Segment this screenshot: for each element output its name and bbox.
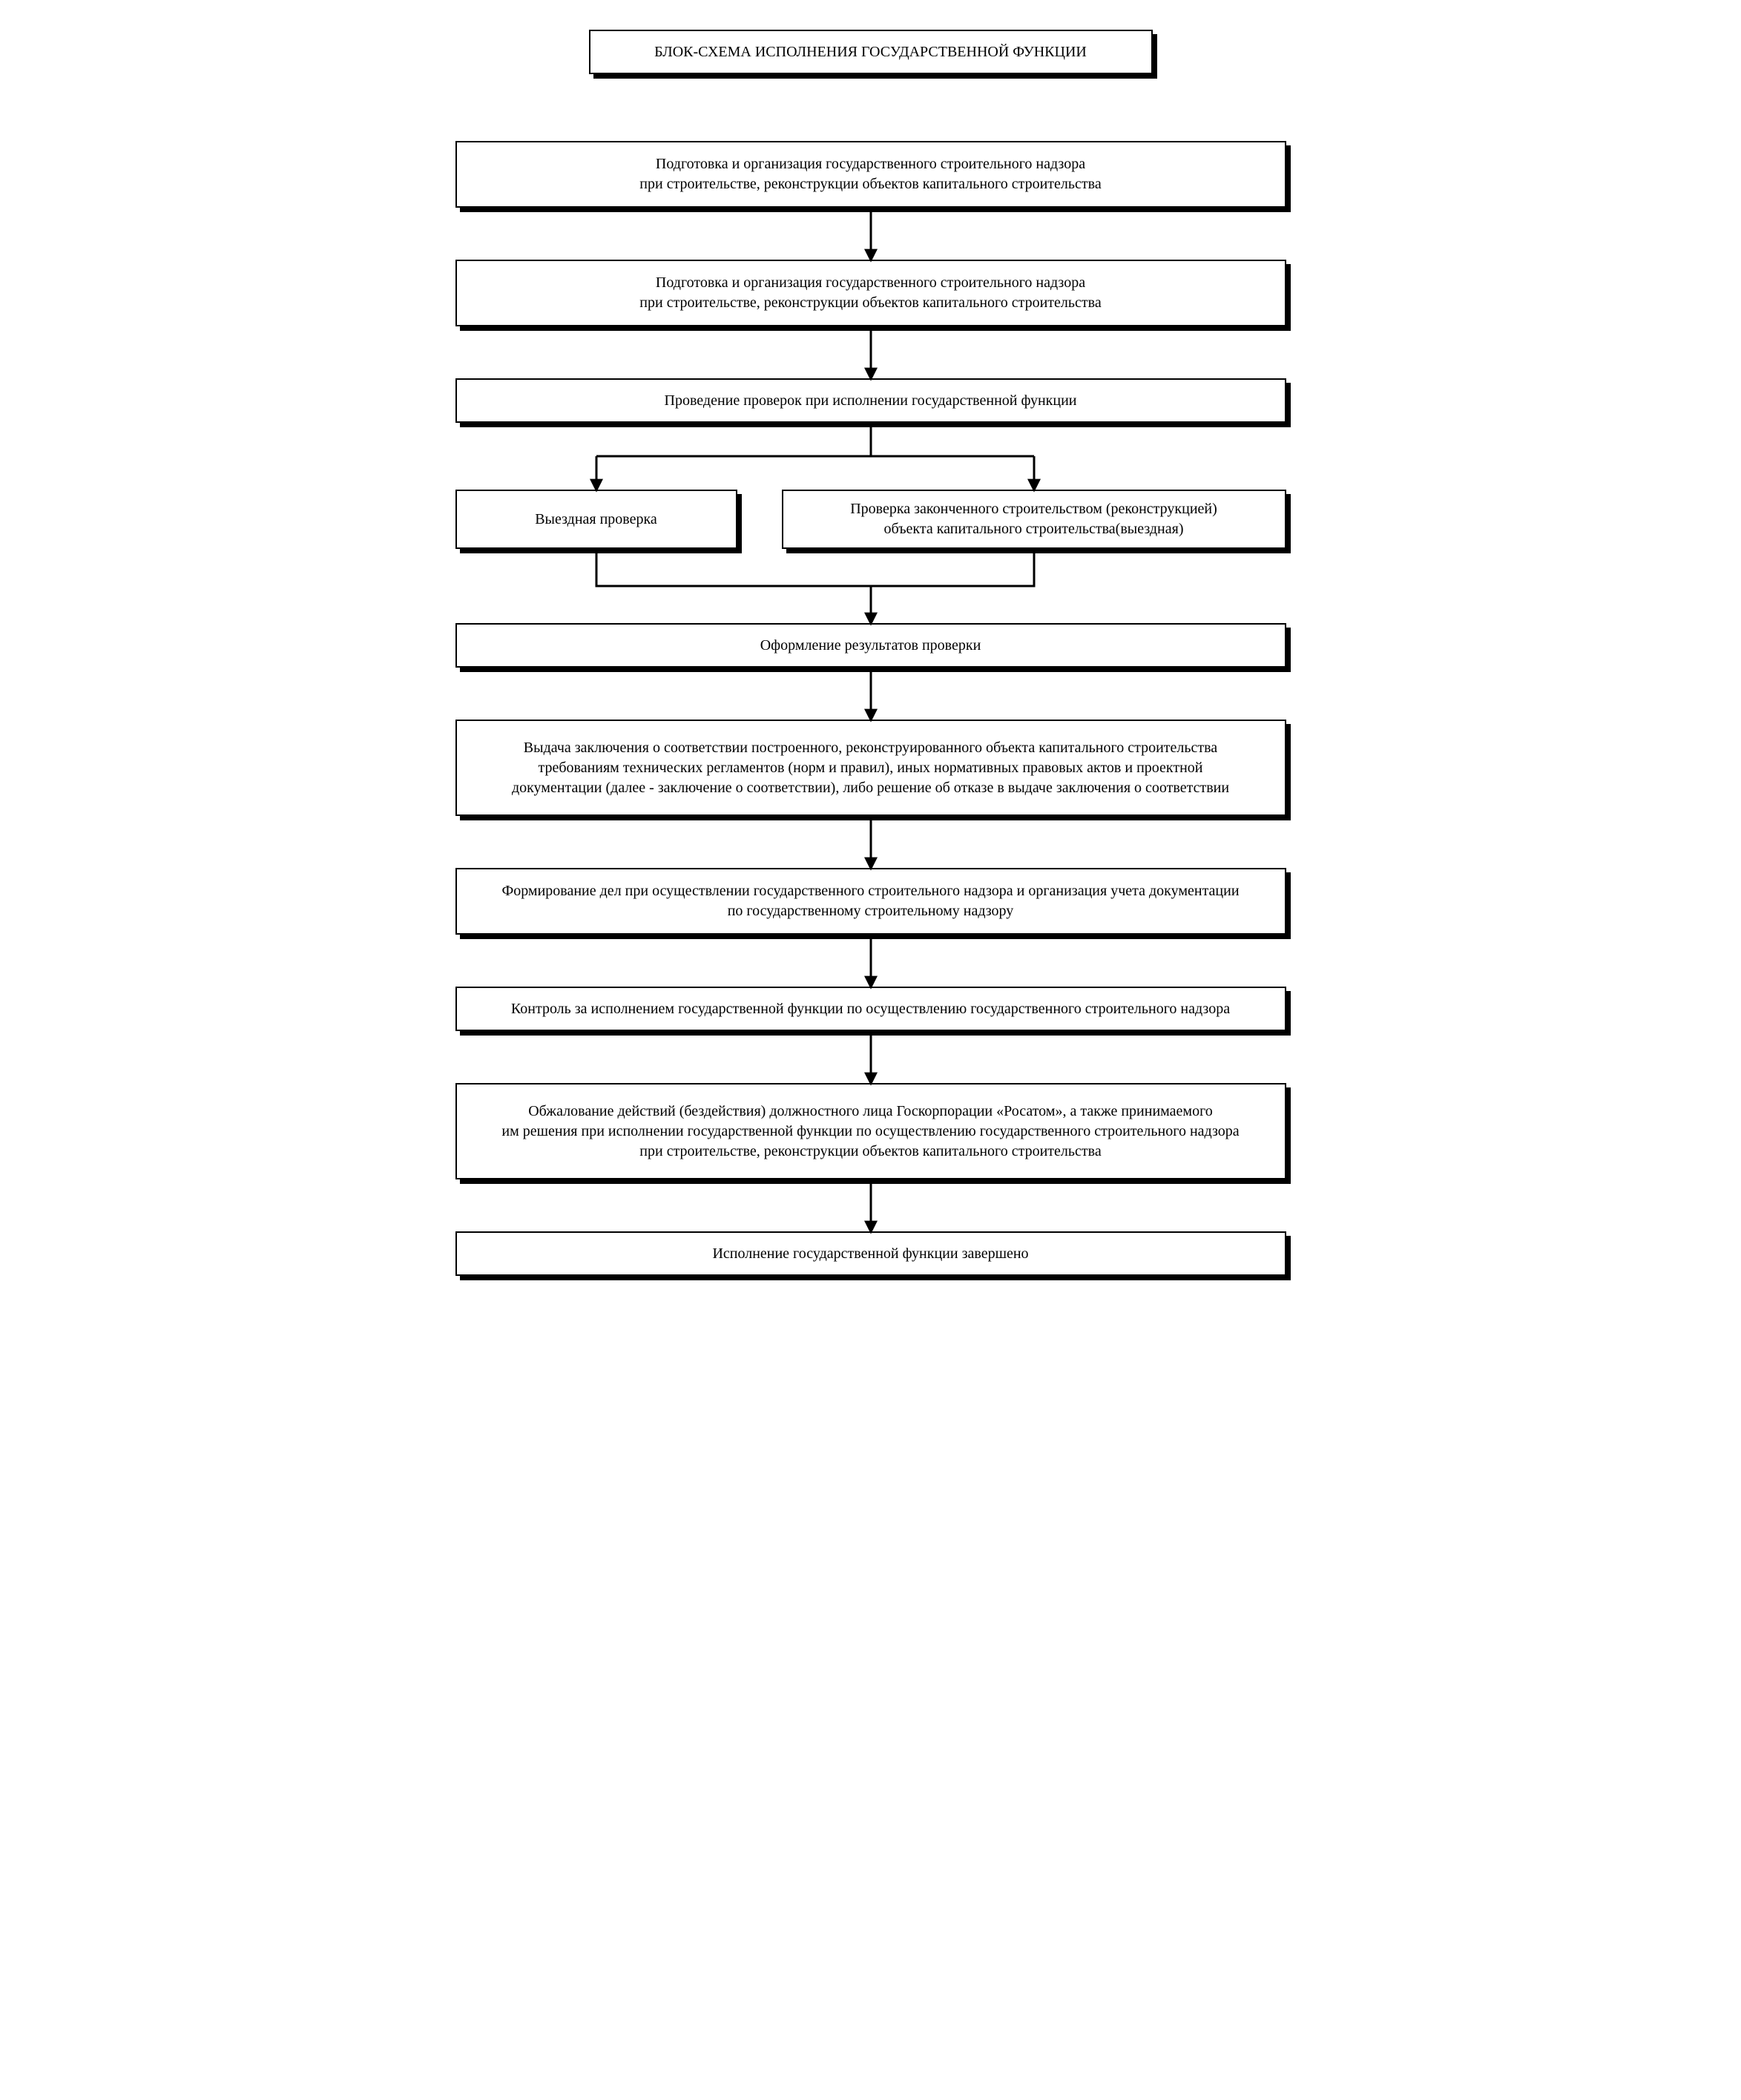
flowchart-canvas: БЛОК-СХЕМА ИСПОЛНЕНИЯ ГОСУДАРСТВЕННОЙ ФУ… — [426, 30, 1316, 1602]
node-n10: Исполнение государственной функции завер… — [455, 1231, 1286, 1276]
node-label: Проведение проверок при исполнении госуд… — [665, 391, 1077, 411]
node-n5: Оформление результатов проверки — [455, 623, 1286, 668]
node-label: Формирование дел при осуществлении госуд… — [501, 881, 1239, 921]
node-n7: Формирование дел при осуществлении госуд… — [455, 868, 1286, 935]
node-n2: Подготовка и организация государственног… — [455, 260, 1286, 326]
node-label: Выездная проверка — [535, 510, 657, 530]
edge — [871, 553, 1034, 586]
node-label: Подготовка и организация государственног… — [639, 154, 1101, 194]
node-label: БЛОК-СХЕМА ИСПОЛНЕНИЯ ГОСУДАРСТВЕННОЙ ФУ… — [654, 42, 1087, 62]
node-label: Выдача заключения о соответствии построе… — [512, 738, 1229, 798]
node-title: БЛОК-СХЕМА ИСПОЛНЕНИЯ ГОСУДАРСТВЕННОЙ ФУ… — [589, 30, 1153, 74]
edge — [596, 553, 871, 586]
node-label: Контроль за исполнением государственной … — [511, 999, 1230, 1019]
node-label: Исполнение государственной функции завер… — [712, 1244, 1028, 1264]
node-label: Оформление результатов проверки — [760, 636, 981, 656]
node-n8: Контроль за исполнением государственной … — [455, 987, 1286, 1031]
node-n9: Обжалование действий (бездействия) должн… — [455, 1083, 1286, 1179]
node-n4a: Выездная проверка — [455, 490, 737, 549]
node-n4b: Проверка законченного строительством (ре… — [782, 490, 1286, 549]
node-n3: Проведение проверок при исполнении госуд… — [455, 378, 1286, 423]
node-label: Проверка законченного строительством (ре… — [850, 499, 1217, 539]
node-label: Подготовка и организация государственног… — [639, 273, 1101, 313]
node-label: Обжалование действий (бездействия) должн… — [501, 1102, 1239, 1162]
node-n1: Подготовка и организация государственног… — [455, 141, 1286, 208]
node-n6: Выдача заключения о соответствии построе… — [455, 720, 1286, 816]
